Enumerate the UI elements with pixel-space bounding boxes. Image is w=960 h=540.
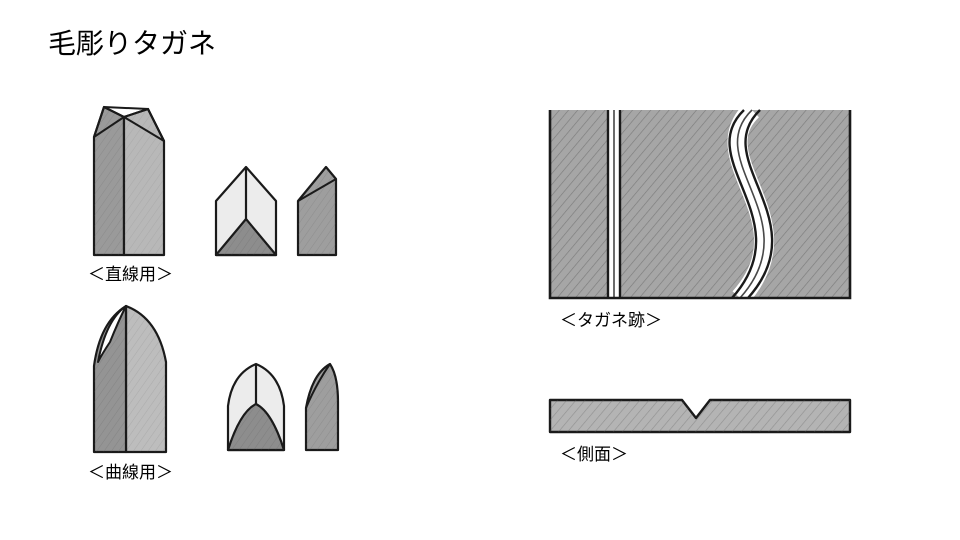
label-trace: ＜タガネ跡＞: [560, 306, 662, 331]
label-straight: ＜直線用＞: [88, 260, 173, 285]
diagram-side-section: [540, 388, 860, 444]
diagram-curve-front: [218, 354, 294, 460]
label-side: ＜側面＞: [560, 440, 628, 465]
label-curve: ＜曲線用＞: [88, 458, 173, 483]
diagram-straight-main: [76, 95, 186, 265]
diagram-straight-side: [288, 155, 348, 265]
page-title: 毛彫りタガネ: [48, 22, 216, 62]
diagram-curve-main: [76, 292, 186, 462]
diagram-straight-front: [206, 155, 286, 265]
diagram-curve-side: [296, 354, 348, 460]
diagram-trace: [540, 100, 860, 310]
